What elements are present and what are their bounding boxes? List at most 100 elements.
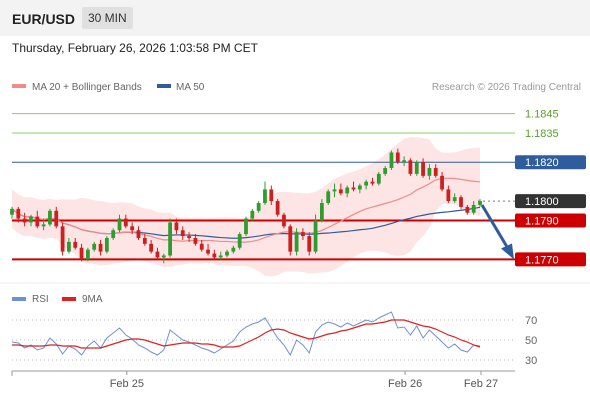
candle bbox=[231, 245, 236, 254]
candle-body bbox=[294, 232, 299, 252]
candle-body bbox=[48, 210, 52, 225]
candle-body bbox=[282, 214, 286, 227]
candle-body bbox=[231, 247, 236, 252]
candle-body bbox=[269, 189, 274, 202]
candle-body bbox=[85, 249, 90, 260]
rsi-ma-line bbox=[12, 319, 481, 349]
candle bbox=[452, 193, 457, 204]
level-label-1.1820: 1.1820 bbox=[525, 157, 559, 169]
candle-body bbox=[149, 243, 154, 252]
rsi-line bbox=[11, 311, 481, 357]
candle bbox=[383, 166, 388, 176]
candle-body bbox=[123, 218, 128, 227]
level-label-box-1.1820 bbox=[515, 155, 586, 170]
candle bbox=[174, 218, 179, 235]
candle-body bbox=[54, 210, 59, 227]
candle-body bbox=[414, 162, 419, 174]
candle bbox=[199, 239, 204, 252]
candle bbox=[111, 228, 116, 240]
candle bbox=[370, 177, 375, 186]
candle-body bbox=[79, 247, 84, 260]
candle-body bbox=[244, 218, 248, 235]
candle bbox=[357, 183, 362, 194]
candle-body bbox=[117, 218, 122, 231]
candle-body bbox=[465, 206, 470, 213]
symbol-title: EUR/USD bbox=[12, 11, 76, 27]
candle bbox=[376, 171, 381, 186]
candle-body bbox=[237, 234, 242, 248]
candle bbox=[421, 158, 425, 178]
forecast-arrow-head bbox=[501, 243, 514, 260]
candle-body bbox=[130, 226, 135, 231]
candle-body bbox=[155, 251, 160, 258]
candle bbox=[414, 160, 419, 176]
candle-body bbox=[301, 232, 305, 237]
header-bar: EUR/USD 30 MIN bbox=[0, 0, 590, 36]
candle bbox=[471, 201, 476, 215]
candle bbox=[313, 214, 318, 254]
candle-body bbox=[142, 238, 147, 244]
candle-body bbox=[275, 201, 280, 215]
candle bbox=[389, 150, 394, 170]
candle bbox=[351, 181, 356, 192]
candle bbox=[60, 222, 65, 256]
rsi-legend-swatch bbox=[12, 297, 26, 301]
x-tick-label: Feb 27 bbox=[464, 378, 498, 390]
candle bbox=[187, 232, 191, 242]
level-label-box-1.1770 bbox=[515, 252, 586, 267]
candle-body bbox=[22, 218, 27, 223]
rsi-tick-70: 70 bbox=[525, 315, 537, 327]
credit-label: Research © 2026 Trading Central bbox=[432, 82, 581, 93]
candle bbox=[465, 204, 470, 215]
candle bbox=[402, 156, 407, 167]
candle bbox=[427, 164, 432, 180]
candle-body bbox=[440, 175, 444, 190]
candle bbox=[67, 238, 71, 254]
candle-body bbox=[389, 152, 394, 169]
candle-body bbox=[41, 224, 46, 227]
candle-body bbox=[471, 204, 476, 213]
level-label-1.1790: 1.1790 bbox=[525, 216, 559, 228]
ma50-legend-label: MA 50 bbox=[176, 82, 205, 93]
candle-body bbox=[319, 203, 324, 221]
rsi-legend: RSI 9MA bbox=[12, 294, 103, 305]
rsi-tick-30: 30 bbox=[525, 355, 537, 367]
level-label-box-1.1790 bbox=[515, 213, 586, 228]
ma50-legend-swatch bbox=[157, 84, 171, 88]
candle-body bbox=[174, 222, 179, 231]
candle bbox=[478, 199, 482, 207]
candle-body bbox=[67, 241, 71, 252]
candle bbox=[244, 216, 248, 237]
candle bbox=[269, 185, 274, 205]
candle-body bbox=[60, 226, 65, 252]
candle-body bbox=[263, 189, 267, 204]
candle bbox=[459, 195, 463, 209]
candle-body bbox=[459, 197, 463, 207]
level-label-1.1800: 1.1800 bbox=[525, 196, 559, 208]
candle bbox=[433, 164, 438, 178]
level-label-1.1835: 1.1835 bbox=[525, 128, 559, 140]
candle bbox=[168, 218, 173, 258]
candle-body bbox=[16, 208, 21, 219]
rsi-tick-50: 50 bbox=[525, 335, 537, 347]
candle-body bbox=[383, 168, 388, 174]
candle bbox=[225, 249, 229, 258]
x-axis: Feb 25 Feb 26 Feb 27 bbox=[11, 370, 515, 390]
candle-body bbox=[326, 191, 331, 204]
rsi-panel: 70 50 30 bbox=[11, 311, 537, 367]
candle-body bbox=[402, 160, 407, 163]
candle-body bbox=[478, 201, 482, 205]
candle-body bbox=[408, 160, 413, 174]
candle-body bbox=[199, 243, 204, 250]
candle-body bbox=[307, 236, 312, 252]
candle bbox=[35, 210, 40, 229]
candle bbox=[256, 201, 261, 213]
level-label-1.1845: 1.1845 bbox=[525, 109, 559, 121]
candle bbox=[104, 236, 109, 254]
candle bbox=[338, 183, 343, 196]
timeframe-badge[interactable]: 30 MIN bbox=[82, 7, 133, 29]
bollinger-band-area bbox=[12, 137, 480, 277]
candle bbox=[161, 253, 166, 264]
candle-body bbox=[111, 230, 116, 239]
candle bbox=[142, 234, 147, 246]
